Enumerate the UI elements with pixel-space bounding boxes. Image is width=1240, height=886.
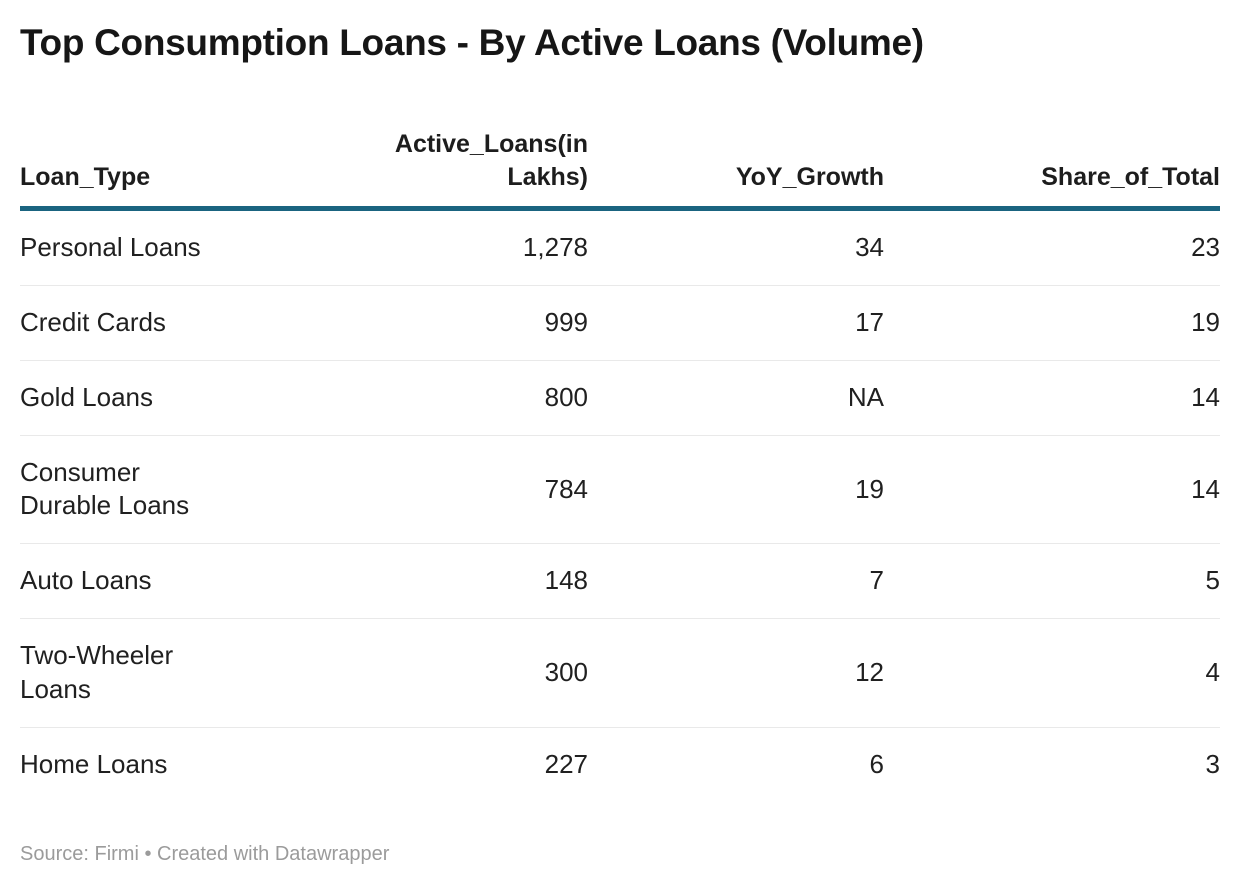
table-cell: NA [588, 360, 884, 436]
table-cell: 3 [1205, 748, 1220, 779]
table-cell: 19 [884, 285, 1220, 361]
table-cell: 6 [869, 748, 884, 779]
column-header-yoy-growth: YoY_Growth [588, 128, 884, 212]
table-cell: 999 [365, 285, 588, 361]
table-cell: Credit Cards [20, 285, 365, 361]
table-cell: 34 [588, 208, 884, 287]
table-cell: 784 [365, 435, 588, 545]
table-row: Auto Loans 148 7 5 [20, 543, 1220, 620]
table-cell: Gold Loans [20, 360, 365, 436]
table-cell: 23 [884, 208, 1220, 287]
table-cell: Consumer Durable Loans [20, 435, 365, 545]
column-header-loan-type: Loan_Type [20, 128, 365, 212]
table-cell: 1,278 [365, 208, 588, 287]
table-row: Home Loans 227 6 3 [20, 727, 1220, 801]
table-body: Personal Loans 1,278 34 23 Credit Cards 999 17… [20, 208, 1220, 802]
table-cell: 14 [884, 435, 1220, 545]
header-row: Loan_Type Active_Loans(in Lakhs) YoY_Gro… [20, 128, 1220, 212]
column-header-share-of-total: Share_of_Total [884, 128, 1220, 212]
table-cell: 19 [588, 435, 884, 545]
column-header-active-loans: Active_Loans(in Lakhs) [365, 128, 588, 212]
table-cell: 5 [884, 543, 1220, 620]
table-cell: 800 [365, 360, 588, 436]
table-cell: 227 [544, 748, 588, 779]
page-title: Top Consumption Loans - By Active Loans … [20, 22, 924, 63]
loans-table: Loan_Type Active_Loans(in Lakhs) YoY_Gro… [20, 128, 1220, 801]
table-header: Loan_Type Active_Loans(in Lakhs) YoY_Gro… [20, 128, 1220, 212]
table-cell: Auto Loans [20, 543, 365, 620]
source-attribution: Source: Firmi • Created with Datawrapper [20, 843, 390, 866]
table-cell: 148 [365, 543, 588, 620]
table-row: Personal Loans 1,278 34 23 [20, 208, 1220, 287]
table-row: Two-Wheeler Loans 300 12 4 [20, 618, 1220, 728]
table-cell: 7 [588, 543, 884, 620]
table-cell: 14 [884, 360, 1220, 436]
table-row: Credit Cards 999 17 19 [20, 285, 1220, 361]
table-row: Gold Loans 800 NA 14 [20, 360, 1220, 436]
table-cell: Two-Wheeler Loans [20, 618, 365, 728]
table-cell: 4 [884, 618, 1220, 728]
table-cell: 12 [588, 618, 884, 728]
table-cell: 300 [365, 618, 588, 728]
table-cell: Personal Loans [20, 208, 365, 287]
table-row: Consumer Durable Loans 784 19 14 [20, 435, 1220, 545]
table-cell: Home Loans [20, 748, 168, 779]
table-cell: 17 [588, 285, 884, 361]
